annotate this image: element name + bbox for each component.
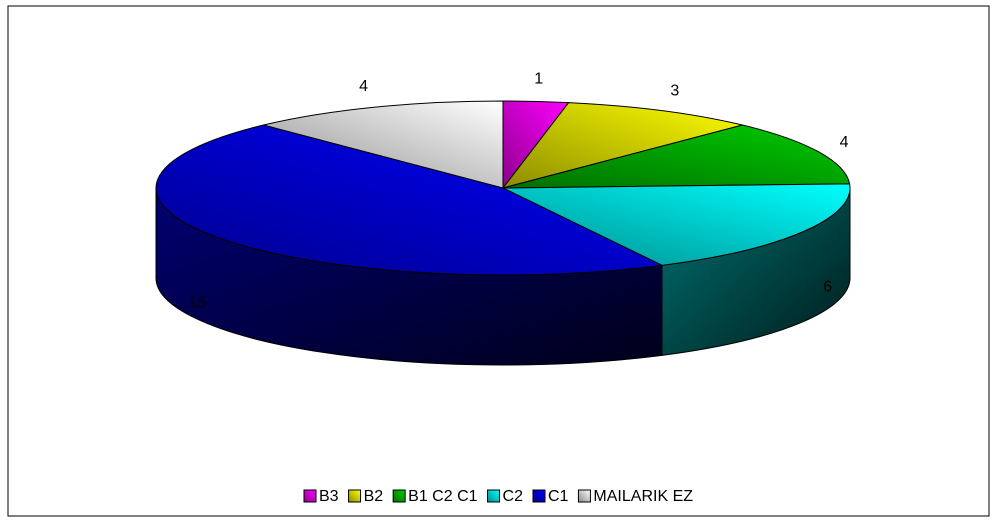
legend: B3 B2 B1 C2 C1 C2 C1 MAILARIK EZ: [303, 488, 693, 505]
legend-swatch: [392, 489, 406, 503]
legend-label: B2: [364, 488, 384, 505]
legend-label: B1 C2 C1: [408, 488, 477, 505]
slice: [501, 102, 743, 189]
legend-swatch: [303, 489, 317, 503]
data-label: 4: [359, 78, 368, 95]
legend-label: MAILARIK EZ: [593, 488, 693, 505]
legend-label: C2: [503, 488, 524, 505]
slice: [155, 124, 664, 276]
legend-swatch: [487, 489, 501, 503]
legend-swatch: [532, 489, 546, 503]
data-label: 3: [670, 82, 679, 99]
data-label: 4: [840, 134, 849, 151]
legend-swatch: [577, 489, 591, 503]
data-label: 15: [189, 295, 207, 312]
slice: [263, 100, 504, 189]
data-label: 6: [823, 279, 832, 296]
legend-swatch: [348, 489, 362, 503]
slice: [502, 124, 851, 189]
data-label: 1: [534, 71, 543, 88]
legend-label: C1: [548, 488, 569, 505]
legend-label: B3: [319, 488, 339, 505]
slice: [502, 183, 851, 266]
